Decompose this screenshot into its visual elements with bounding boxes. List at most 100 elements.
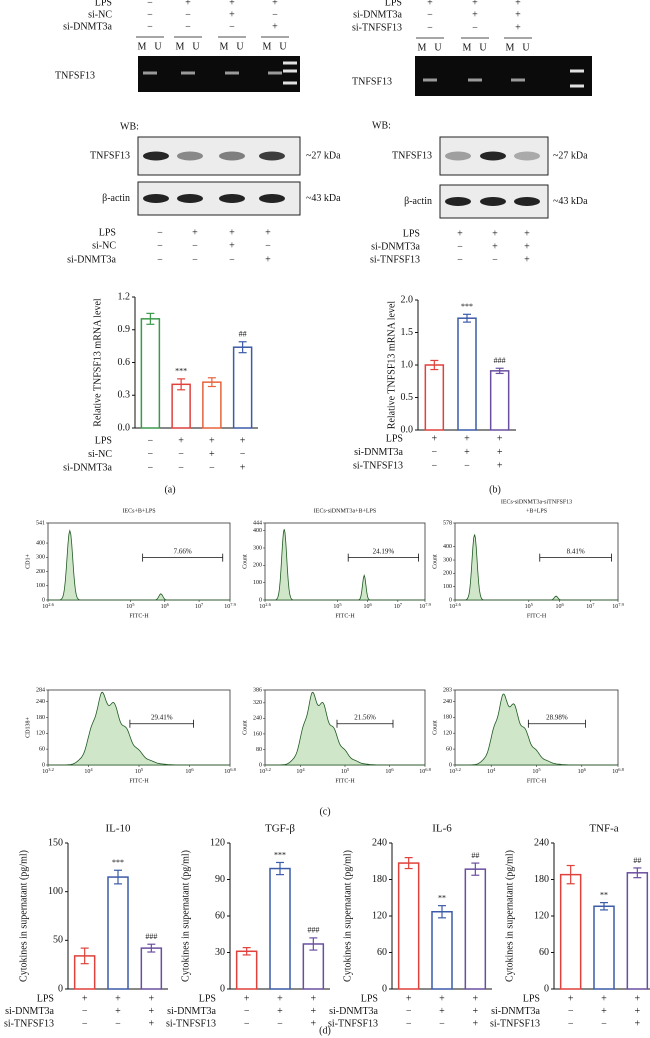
tick-base: 10	[333, 604, 339, 610]
tick-base: 10	[195, 604, 201, 610]
y-tick-label: 240	[372, 837, 387, 848]
significance: ###	[145, 932, 157, 941]
lane-label: M	[418, 42, 427, 53]
blot-band	[219, 151, 245, 161]
bar	[269, 867, 291, 990]
bar	[626, 872, 649, 990]
condition-sign: +	[524, 254, 530, 265]
gel-band	[423, 78, 437, 82]
blot-band	[480, 151, 506, 161]
flow-y-tick-label: 200	[443, 571, 452, 577]
flow-y-tick-label: 300	[253, 545, 262, 551]
condition-sign: +	[472, 0, 478, 8]
flow-x-tick-label: 102.6	[259, 602, 271, 610]
condition-sign: −	[178, 449, 184, 460]
blot-band	[259, 151, 285, 161]
chart-title: IL-6	[432, 823, 452, 835]
y-tick-label: 0.3	[118, 390, 131, 401]
ladder-band	[283, 81, 297, 85]
tick-base: 10	[532, 769, 538, 775]
condition-sign: +	[601, 1006, 607, 1017]
y-tick-label: 120	[534, 910, 549, 921]
condition-sign: −	[464, 460, 470, 471]
y-axis-label: Cytokines in supernatant (pg/ml)	[180, 850, 191, 982]
tick-base: 10	[487, 769, 493, 775]
blot-band	[259, 194, 285, 203]
condition-sign: +	[229, 227, 235, 238]
condition-sign: +	[492, 241, 498, 252]
flow-y-tick-label: 180	[443, 715, 452, 721]
y-tick-label: 120	[372, 910, 387, 921]
flow-y-tick-label: 386	[253, 687, 262, 693]
condition-sign: +	[635, 1006, 641, 1017]
tick-base: 10	[612, 604, 618, 610]
y-tick-label: 50	[53, 935, 63, 946]
tick-base: 10	[578, 769, 584, 775]
tick-base: 10	[612, 769, 618, 775]
flow-x-tick-label: 107.9	[419, 602, 431, 610]
flow-x-tick-label: 106	[578, 767, 587, 775]
flow-y-tick-label: 400	[36, 540, 45, 546]
condition-sign: +	[244, 993, 250, 1004]
tick-base: 10	[259, 604, 265, 610]
condition-sign: −	[178, 462, 184, 473]
tick-exp: 6.8	[618, 767, 624, 772]
flow-y-tick-label: 320	[253, 700, 262, 706]
condition-sign: +	[406, 993, 412, 1004]
flow-x-tick-label: 105	[126, 602, 135, 610]
condition-label: si-DNMT3a	[67, 254, 116, 265]
bar	[457, 317, 477, 431]
wb-label: WB:	[120, 121, 139, 132]
y-tick-label: 60	[215, 910, 225, 921]
condition-label: LPS	[403, 228, 420, 239]
condition-sign: −	[457, 241, 463, 252]
gel-band	[511, 78, 525, 82]
flow-y-tick-label: 200	[253, 563, 262, 569]
blot-size: ~27 kDa	[306, 150, 341, 161]
flow-y-tick-label: 541	[36, 520, 45, 526]
condition-label: LPS	[385, 0, 402, 8]
condition-sign: −	[157, 240, 163, 251]
flow-y-label: CD1+	[25, 554, 31, 569]
condition-label: LPS	[386, 433, 403, 444]
blot-band	[480, 197, 506, 206]
condition-sign: +	[457, 228, 463, 239]
tick-exp: 7.9	[230, 602, 236, 607]
condition-sign: −	[148, 435, 154, 446]
flow-x-tick-label: 102.6	[42, 602, 54, 610]
flow-x-tick-label: 107	[394, 602, 403, 610]
flow-y-tick-label: 200	[36, 569, 45, 575]
ladder-band	[570, 69, 584, 73]
condition-sign: +	[497, 460, 503, 471]
gel-band	[143, 71, 157, 75]
condition-sign: +	[492, 228, 498, 239]
flow-y-tick-label: 240	[443, 699, 452, 705]
condition-sign: −	[406, 1006, 412, 1017]
condition-sign: +	[272, 0, 278, 8]
gel-label: TNFSF13	[55, 70, 95, 81]
ladder-band	[283, 69, 297, 73]
condition-sign: +	[473, 993, 479, 1004]
condition-sign: −	[115, 1018, 121, 1029]
bar	[489, 370, 510, 431]
gate-percent: 29.41%	[151, 713, 173, 721]
condition-sign: +	[229, 240, 235, 251]
flow-y-tick-label: 578	[443, 520, 452, 526]
condition-sign: −	[229, 21, 235, 32]
flow-y-tick-label: 120	[443, 731, 452, 737]
tick-base: 10	[364, 604, 370, 610]
bar	[397, 862, 420, 990]
bar	[107, 876, 129, 990]
tick-exp: 3.2	[455, 767, 461, 772]
condition-label: LPS	[37, 993, 54, 1004]
condition-sign: +	[601, 993, 607, 1004]
chart-title: IL-10	[105, 823, 131, 835]
condition-sign: −	[148, 449, 154, 460]
y-tick-label: 1.2	[118, 291, 131, 302]
ladder-band	[283, 61, 297, 65]
blot-label: TNFSF13	[90, 150, 130, 161]
wb-label: WB:	[372, 120, 391, 131]
condition-sign: +	[265, 227, 271, 238]
condition-label: si-DNMT3a	[63, 462, 112, 473]
condition-sign: +	[149, 1006, 155, 1017]
